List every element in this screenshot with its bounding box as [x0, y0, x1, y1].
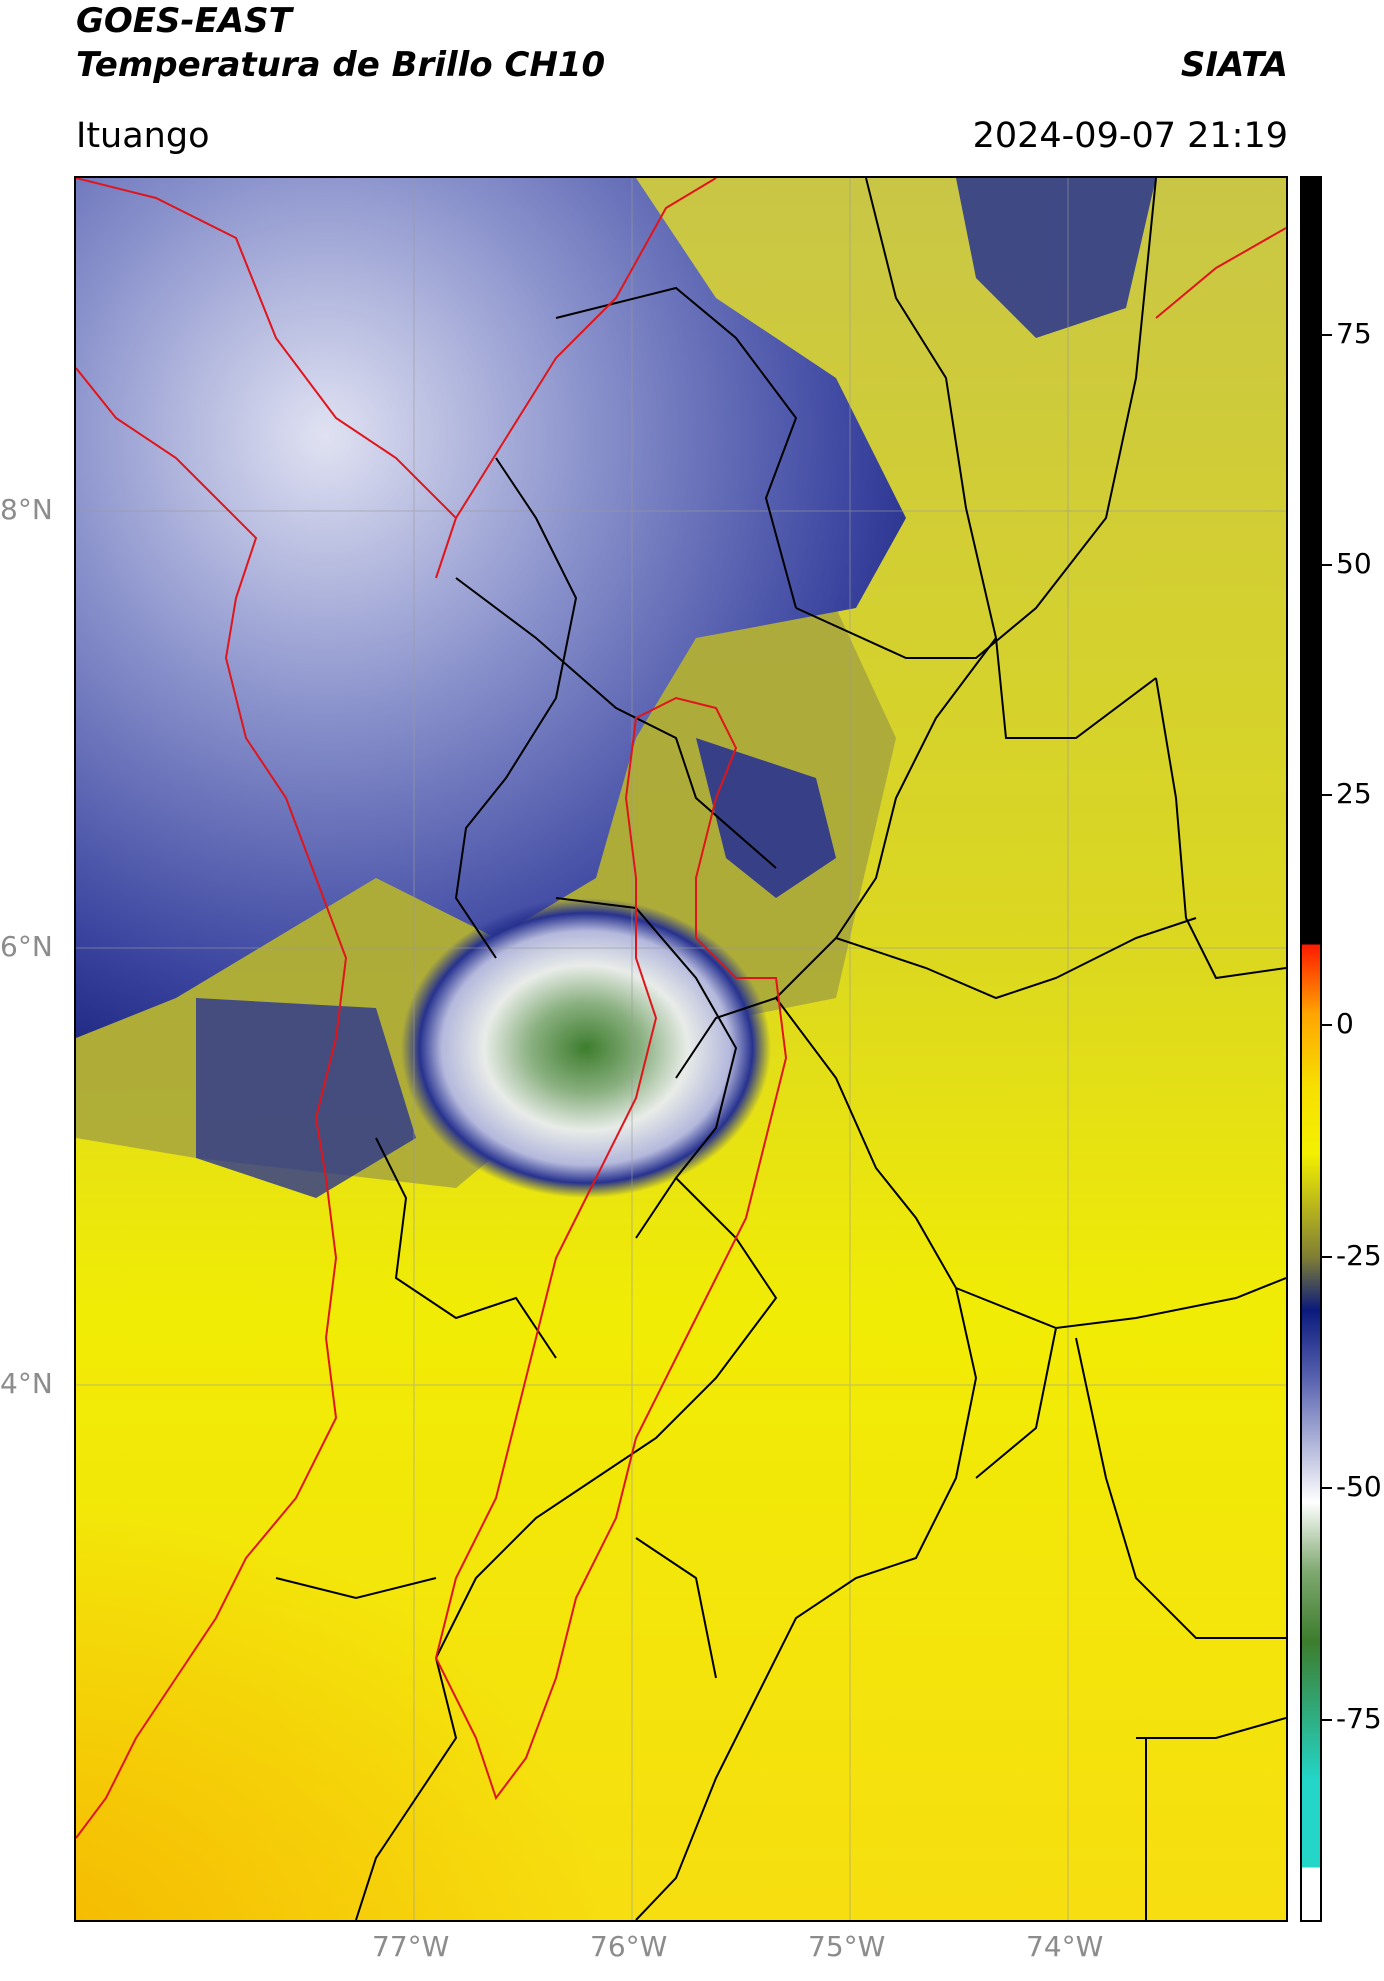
- cloud-patch: [696, 738, 836, 898]
- satellite-map: [76, 178, 1286, 1920]
- organization-label: SIATA: [1180, 45, 1288, 85]
- lat-label-4n: 4°N: [0, 1367, 53, 1400]
- lat-label-8n: 8°N: [0, 493, 53, 526]
- title: GOES-EAST: [76, 1, 292, 41]
- storm-cell: [401, 898, 771, 1198]
- colorbar-label-25: 25: [1336, 777, 1372, 810]
- temperature-colorbar: [1300, 176, 1322, 1922]
- cloud-patch: [196, 998, 416, 1198]
- lon-label-77w: 77°W: [372, 1930, 450, 1963]
- cloud-patch: [956, 178, 1156, 338]
- colorbar-label-minus25: -25: [1336, 1239, 1382, 1272]
- lon-label-75w: 75°W: [808, 1930, 886, 1963]
- subtitle: Temperatura de Brillo CH10: [76, 45, 606, 85]
- colorbar-label-minus75: -75: [1336, 1702, 1382, 1735]
- cloud-mass: [76, 178, 906, 1038]
- department-borders: [76, 178, 1286, 1839]
- colorbar-tick: [1322, 1487, 1332, 1489]
- colorbar-tick: [1322, 794, 1332, 796]
- warm-area: [76, 1368, 696, 1920]
- lon-label-76w: 76°W: [590, 1930, 668, 1963]
- lon-label-74w: 74°W: [1026, 1930, 1104, 1963]
- colorbar-label-50: 50: [1336, 547, 1372, 580]
- graticule: [76, 178, 1286, 1920]
- colorbar-tick: [1322, 1024, 1332, 1026]
- colorbar-label-minus50: -50: [1336, 1470, 1382, 1503]
- political-borders: [275, 178, 1286, 1920]
- timestamp-label: 2024-09-07 21:19: [972, 116, 1288, 156]
- colorbar-tick: [1322, 1719, 1332, 1721]
- lat-label-6n: 6°N: [0, 930, 53, 963]
- colorbar-label-75: 75: [1336, 317, 1372, 350]
- colorbar-label-0: 0: [1336, 1007, 1354, 1040]
- colorbar-tick: [1322, 1256, 1332, 1258]
- colorbar-tick: [1322, 564, 1332, 566]
- map-panel[interactable]: [74, 176, 1288, 1922]
- location-label: Ituango: [76, 116, 210, 156]
- colorbar-tick: [1322, 334, 1332, 336]
